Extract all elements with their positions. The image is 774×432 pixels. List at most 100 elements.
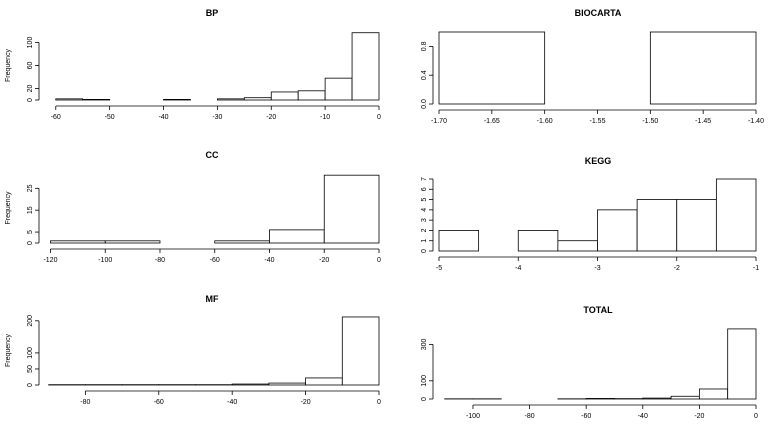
total-x-tick-label-0: -100 [466, 413, 480, 420]
biocarta-title: BIOCARTA [575, 8, 622, 18]
mf-x-tick-label-0: -80 [80, 399, 90, 406]
bp-x-tick-label-3: -30 [212, 114, 222, 121]
bp-x-tick-label-0: -60 [51, 114, 61, 121]
total-x-tick-label-5: 0 [754, 413, 758, 420]
biocarta-bar-2 [649, 31, 757, 105]
bp-bar-9 [297, 90, 326, 101]
total-y-tick-label-1: 100 [421, 375, 428, 387]
bp-x-tick-label-6: 0 [377, 114, 381, 121]
total-x-tick-label-4: -20 [694, 413, 704, 420]
cc-x-tick-label-0: -120 [43, 257, 57, 264]
cc-bar-4 [269, 229, 325, 244]
mf-y-tick-label-3: 200 [27, 315, 34, 327]
kegg-x-tick-label-3: -2 [674, 265, 680, 272]
total-bar-9 [698, 388, 729, 400]
kegg-y-tick-label-0: 0 [421, 249, 428, 253]
cc-x-tick-label-2: -80 [155, 257, 165, 264]
biocarta-x-tick-label-2: -1.60 [537, 118, 553, 125]
bp-bar-10 [324, 77, 353, 101]
cc-x-tick-label-6: 0 [377, 257, 381, 264]
total-y-tick-label-0: 0 [421, 397, 428, 401]
bp-bar-7 [243, 97, 272, 101]
bp-y-tick-label-1: 20 [27, 85, 34, 93]
mf-x-tick-label-1: -60 [154, 399, 164, 406]
biocarta-x-tick-label-1: -1.65 [484, 118, 500, 125]
cc-title: CC [206, 150, 219, 160]
kegg-y-tick-label-4: 4 [421, 208, 428, 212]
mf-bar-8 [341, 316, 380, 386]
total-y-tick-label-2: 300 [421, 338, 428, 350]
kegg-bar-3 [557, 240, 598, 252]
biocarta-y-tick-label-1: 0.4 [421, 70, 428, 80]
mf-x-tick-label-2: -40 [227, 399, 237, 406]
cc-x-tick-label-4: -40 [264, 257, 274, 264]
total-bar-10 [727, 328, 757, 400]
bp-bar-6 [216, 98, 245, 101]
mf-x-tick-label-3: -20 [301, 399, 311, 406]
kegg-x-tick-label-2: -3 [594, 265, 600, 272]
bp-bar-1 [82, 99, 111, 101]
kegg-y-tick-label-5: 5 [421, 198, 428, 202]
kegg-bar-5 [636, 199, 678, 252]
bp-x-tick-label-5: -10 [320, 114, 330, 121]
biocarta-x-tick-label-6: -1.40 [748, 118, 764, 125]
kegg-bar-4 [597, 209, 638, 252]
total-x-tick-label-2: -60 [581, 413, 591, 420]
mf-y-tick-label-2: 100 [27, 347, 34, 359]
bp-bar-0 [55, 98, 84, 101]
cc-y-label: Frequency [5, 191, 12, 225]
cc-x-tick-label-3: -60 [210, 257, 220, 264]
mf-x-tick-label-4: 0 [377, 399, 381, 406]
bp-bar-11 [351, 32, 380, 101]
bp-x-tick-label-4: -20 [266, 114, 276, 121]
kegg-bar-7 [715, 178, 757, 252]
mf-y-tick-label-0: 0 [27, 383, 34, 387]
mf-title: MF [206, 294, 219, 304]
kegg-bar-6 [676, 199, 717, 252]
total-bar-8 [670, 395, 700, 400]
cc-y-tick-label-0: 0 [27, 241, 34, 245]
kegg-y-tick-label-7: 7 [421, 177, 428, 181]
bp-x-tick-label-1: -50 [105, 114, 115, 121]
biocarta-x-tick-label-5: -1.45 [695, 118, 711, 125]
kegg-title: KEGG [585, 156, 612, 166]
kegg-bar-2 [517, 230, 559, 252]
biocarta-y-tick-label-2: 0.8 [421, 41, 428, 51]
bp-bar-8 [270, 91, 299, 101]
bp-y-tick-label-2: 60 [27, 62, 34, 70]
kegg-y-tick-label-3: 3 [421, 218, 428, 222]
kegg-x-tick-label-1: -4 [515, 265, 521, 272]
cc-y-tick-label-3: 25 [27, 184, 34, 192]
mf-y-label: Frequency [5, 333, 12, 367]
kegg-y-tick-label-2: 2 [421, 228, 428, 232]
biocarta-x-tick-label-0: -1.70 [431, 118, 447, 125]
biocarta-x-tick-label-4: -1.50 [642, 118, 658, 125]
cc-bar-5 [323, 174, 380, 244]
kegg-y-tick-label-1: 1 [421, 239, 428, 243]
bp-x-tick-label-2: -40 [158, 114, 168, 121]
bp-bar-4 [163, 99, 191, 101]
cc-bar-0 [50, 240, 106, 244]
biocarta-y-tick-label-0: 0.0 [421, 99, 428, 109]
total-x-tick-label-1: -80 [525, 413, 535, 420]
mf-bar-7 [305, 377, 343, 386]
cc-y-tick-label-1: 5 [27, 230, 34, 234]
bp-y-label: Frequency [5, 48, 12, 82]
total-x-tick-label-3: -40 [638, 413, 648, 420]
mf-bar-6 [268, 382, 306, 386]
cc-bar-3 [214, 240, 270, 244]
bp-y-tick-label-3: 100 [27, 37, 34, 49]
cc-y-tick-label-2: 15 [27, 206, 34, 214]
kegg-x-tick-label-0: -5 [436, 265, 442, 272]
biocarta-x-tick-label-3: -1.55 [590, 118, 606, 125]
total-bar-7 [642, 397, 672, 400]
mf-bar-5 [231, 383, 270, 386]
kegg-x-tick-label-4: -1 [753, 265, 759, 272]
kegg-y-tick-label-6: 6 [421, 187, 428, 191]
cc-bar-1 [104, 240, 161, 244]
cc-x-tick-label-5: -20 [319, 257, 329, 264]
bp-title: BP [206, 8, 219, 18]
mf-y-tick-label-1: 50 [27, 365, 34, 373]
kegg-bar-0 [438, 230, 480, 252]
